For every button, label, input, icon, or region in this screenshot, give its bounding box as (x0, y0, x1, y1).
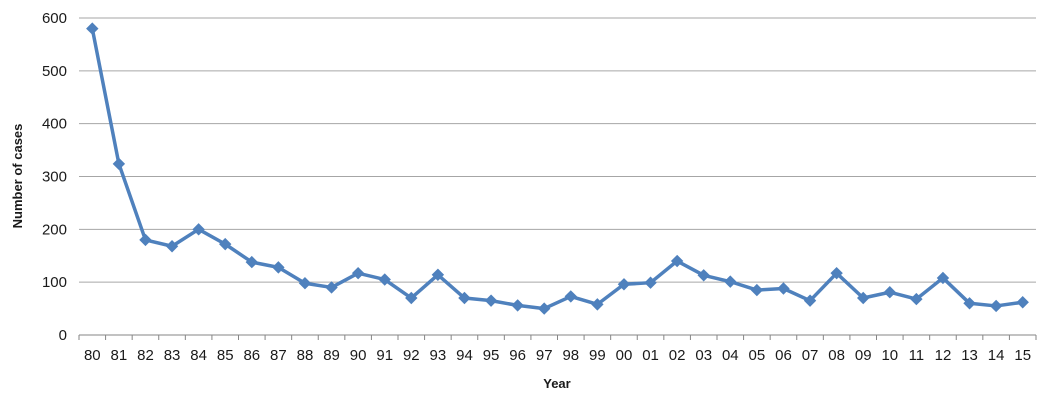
x-tick-label: 92 (403, 347, 420, 364)
x-tick-label: 06 (775, 347, 792, 364)
data-point-92 (405, 291, 418, 305)
x-tick-label: 11 (909, 347, 925, 364)
data-point-90 (351, 266, 365, 280)
x-tick-label: 08 (828, 347, 845, 364)
x-tick-label: 94 (456, 347, 473, 364)
data-point-85 (219, 237, 232, 251)
data-point-95 (484, 294, 498, 307)
data-point-86 (245, 255, 258, 269)
y-tick-label: 0 (59, 327, 67, 344)
data-point-04 (724, 275, 737, 288)
data-point-10 (883, 285, 896, 299)
x-tick-label: 97 (536, 347, 553, 364)
x-tick-label: 99 (589, 347, 606, 364)
x-tick-label: 91 (376, 347, 393, 364)
data-point-91 (378, 273, 391, 286)
x-tick-label: 81 (111, 347, 128, 364)
data-point-01 (644, 276, 657, 289)
data-point-03 (697, 269, 710, 282)
y-axis-ticks: 0 100 200 300 400 500 600 (42, 10, 67, 344)
x-tick-label: 02 (669, 347, 686, 364)
data-point-02 (670, 254, 684, 268)
x-tick-label: 88 (297, 347, 314, 364)
data-point-06 (777, 282, 790, 295)
x-tick-label: 05 (749, 347, 766, 364)
y-tick-label: 100 (42, 274, 67, 291)
x-tick-label: 84 (190, 347, 207, 364)
x-tick-label: 10 (881, 347, 898, 364)
data-point-13 (963, 297, 976, 310)
y-tick-label: 500 (42, 63, 67, 80)
data-point-14 (989, 299, 1003, 313)
x-tick-label: 83 (164, 347, 181, 364)
x-axis-title: Year (543, 376, 570, 391)
data-point-83 (165, 240, 179, 253)
x-tick-label: 82 (137, 347, 154, 364)
data-point-82 (139, 233, 152, 247)
data-point-00 (617, 278, 631, 291)
x-tick-label: 87 (270, 347, 287, 364)
x-tick-label: 07 (802, 347, 819, 364)
data-point-97 (538, 302, 551, 315)
data-point-93 (431, 268, 445, 281)
data-point-88 (298, 277, 312, 290)
data-point-87 (272, 261, 285, 274)
data-point-09 (857, 291, 870, 305)
data-point-98 (564, 290, 577, 303)
x-tick-label: 90 (350, 347, 367, 364)
x-tick-label: 00 (616, 347, 633, 364)
data-point-80 (86, 22, 99, 35)
data-point-08 (830, 266, 843, 280)
y-tick-label: 600 (42, 10, 67, 27)
series-group (86, 22, 1029, 315)
data-point-15 (1016, 296, 1029, 309)
x-tick-label: 15 (1014, 347, 1031, 364)
data-point-07 (803, 294, 817, 307)
data-point-84 (192, 223, 205, 236)
data-point-12 (936, 271, 950, 285)
y-axis-title: Number of cases (10, 124, 25, 229)
data-point-94 (458, 291, 471, 305)
x-tick-label: 14 (988, 347, 1005, 364)
x-tick-label: 98 (562, 347, 579, 364)
x-tick-label: 80 (84, 347, 101, 364)
x-tick-label: 86 (243, 347, 260, 364)
x-tick-label: 03 (695, 347, 712, 364)
data-point-81 (112, 157, 126, 171)
y-tick-label: 200 (42, 221, 67, 238)
data-point-89 (325, 281, 338, 294)
x-tick-label: 85 (217, 347, 234, 364)
gridlines (79, 17, 1036, 283)
x-axis-ticks: 80 81 82 83 84 85 86 87 88 89 90 91 92 93 94 95 96 97 98 99… (78, 335, 1037, 364)
x-tick-label: 12 (935, 347, 952, 364)
data-point-96 (511, 299, 524, 312)
x-tick-label: 01 (642, 347, 659, 364)
x-tick-label: 89 (323, 347, 340, 364)
x-tick-label: 96 (509, 347, 526, 364)
data-point-11 (910, 292, 923, 306)
x-tick-label: 04 (722, 347, 739, 364)
x-tick-label: 09 (855, 347, 872, 364)
x-tick-label: 93 (430, 347, 447, 364)
y-tick-label: 300 (42, 169, 67, 186)
x-tick-label: 13 (961, 347, 978, 364)
data-point-99 (591, 298, 604, 311)
x-tick-label: 95 (483, 347, 500, 364)
data-point-05 (750, 283, 764, 297)
y-tick-label: 400 (42, 116, 67, 133)
